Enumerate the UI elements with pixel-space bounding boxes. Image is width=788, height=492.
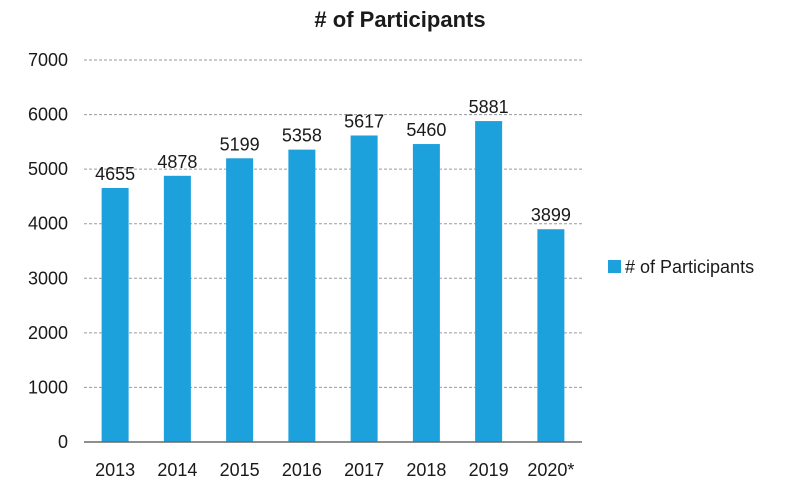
bar	[288, 149, 316, 442]
legend-swatch	[608, 260, 621, 273]
x-tick-label: 2016	[282, 460, 322, 480]
chart-title: # of Participants	[314, 7, 485, 32]
x-tick-label: 2013	[95, 460, 135, 480]
x-tick-label: 2014	[157, 460, 197, 480]
legend-label: # of Participants	[625, 257, 754, 277]
data-label: 5881	[469, 97, 509, 117]
bar	[350, 135, 378, 442]
bar	[226, 158, 254, 442]
y-tick-label: 2000	[28, 323, 68, 343]
legend: # of Participants	[608, 257, 754, 277]
y-axis-tick-labels: 0 1000 2000 3000 4000 5000 6000 7000	[28, 50, 68, 452]
y-tick-label: 4000	[28, 214, 68, 234]
bar	[412, 144, 440, 443]
data-label: 5460	[406, 120, 446, 140]
x-tick-label: 2019	[469, 460, 509, 480]
data-labels: 4655 4878 5199 5358 5617 5460 5881 3899	[95, 97, 571, 225]
data-label: 5617	[344, 111, 384, 131]
x-tick-label: 2017	[344, 460, 384, 480]
x-tick-label: 2018	[406, 460, 446, 480]
y-tick-label: 1000	[28, 377, 68, 397]
bar	[163, 175, 191, 442]
y-tick-label: 0	[58, 432, 68, 452]
x-tick-label: 2020*	[527, 460, 574, 480]
bar	[101, 187, 129, 442]
bar	[475, 121, 503, 442]
data-label: 5358	[282, 126, 322, 146]
data-label: 5199	[220, 134, 260, 154]
data-label: 3899	[531, 205, 571, 225]
data-label: 4655	[95, 164, 135, 184]
y-tick-label: 3000	[28, 268, 68, 288]
x-tick-label: 2015	[220, 460, 260, 480]
y-tick-label: 7000	[28, 50, 68, 70]
bar	[537, 229, 565, 442]
y-tick-label: 5000	[28, 159, 68, 179]
x-axis-tick-labels: 2013 2014 2015 2016 2017 2018 2019 2020*	[95, 460, 574, 480]
bars	[101, 121, 565, 443]
y-tick-label: 6000	[28, 105, 68, 125]
data-label: 4878	[157, 152, 197, 172]
